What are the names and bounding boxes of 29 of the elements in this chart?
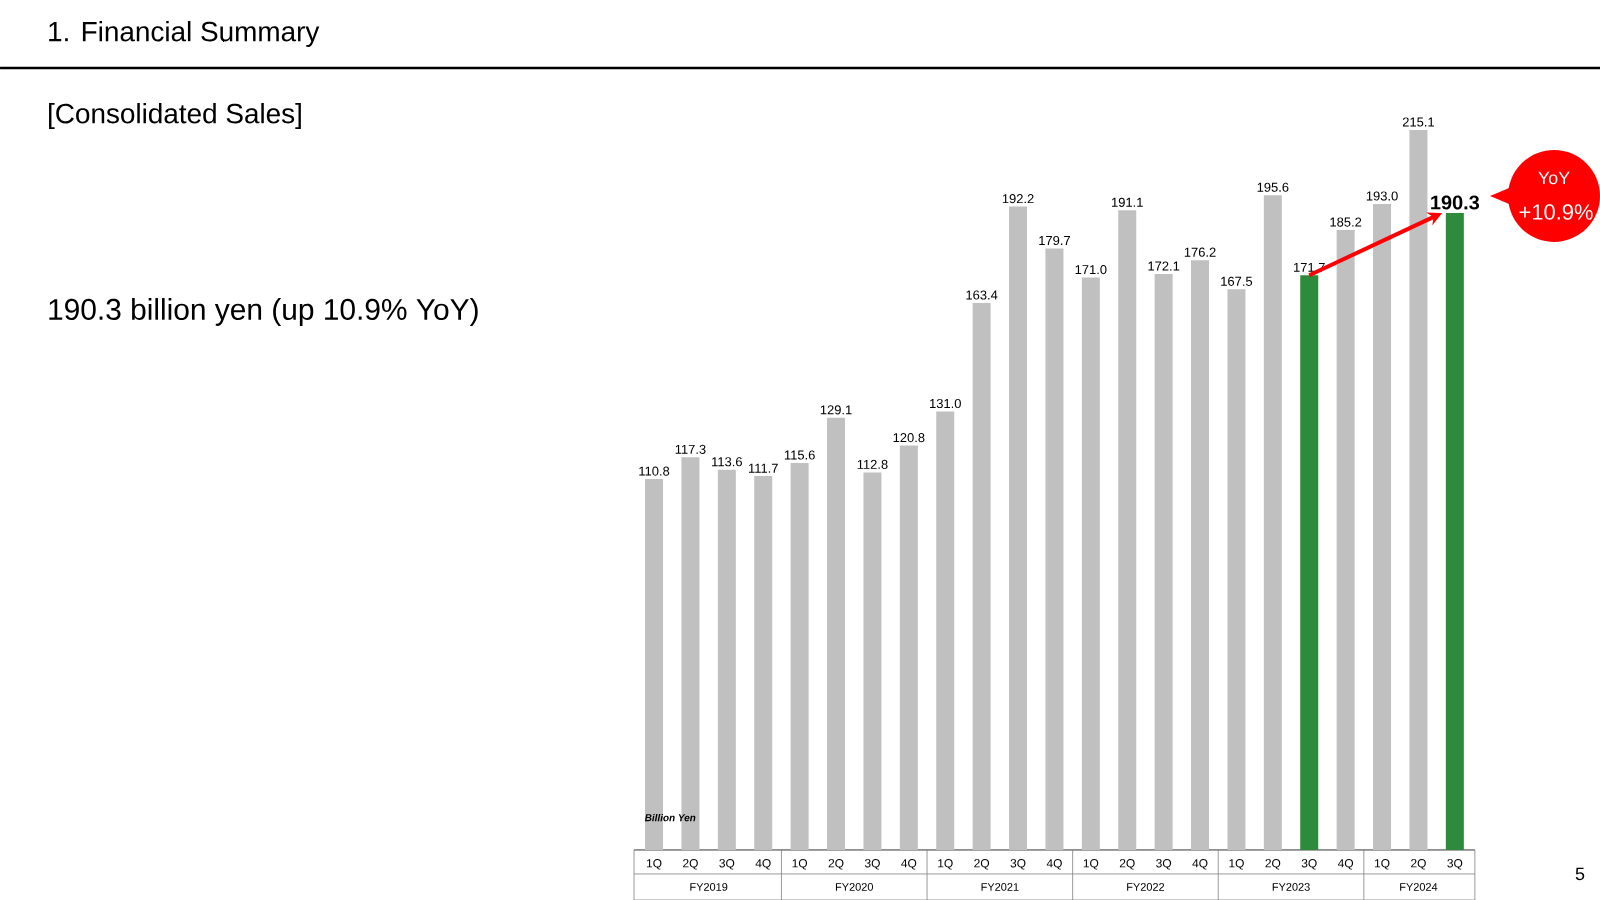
text: YoY (1538, 171, 1570, 185)
bar (863, 472, 882, 850)
bar (1373, 203, 1392, 850)
text: 5 (1575, 867, 1585, 881)
text: [Consolidated Sales] (49, 102, 301, 129)
bar (1009, 206, 1028, 850)
data-label: 190.3 (1431, 195, 1480, 210)
bar (972, 303, 991, 850)
bar (899, 445, 918, 850)
bar (1154, 273, 1173, 850)
bar (1263, 195, 1282, 850)
bar (1409, 129, 1428, 850)
bar (754, 476, 773, 850)
text: +10.9% (1519, 204, 1593, 220)
bar (1336, 230, 1355, 850)
bar (936, 411, 955, 850)
text: 1. Financial Summary (49, 20, 320, 47)
bar (717, 469, 736, 850)
text: 190.3 billion yen (up 10.9% YoY) (49, 298, 478, 326)
bar (1081, 277, 1100, 850)
bar (1118, 210, 1137, 850)
bar (1045, 248, 1064, 850)
bar (1191, 260, 1210, 850)
bar (827, 417, 846, 850)
bar (1227, 289, 1246, 850)
bar (681, 457, 700, 850)
bar (1445, 212, 1464, 850)
bar (790, 463, 809, 850)
bar (1300, 275, 1319, 850)
